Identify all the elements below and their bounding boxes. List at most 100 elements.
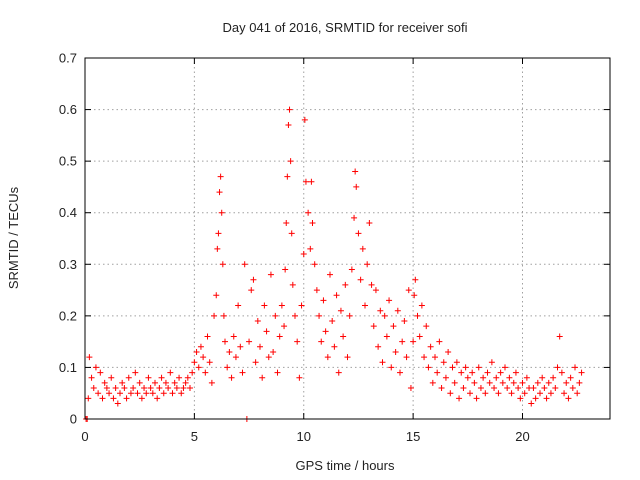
data-point (407, 385, 414, 392)
data-point (216, 189, 223, 196)
data-point (473, 395, 480, 402)
data-point (333, 292, 340, 299)
data-point (217, 173, 224, 180)
y-axis-label: SRMTID / TECUs (6, 186, 21, 289)
data-point (357, 276, 364, 283)
data-point (362, 302, 368, 309)
data-point (285, 122, 292, 129)
data-point (436, 338, 443, 345)
data-point (429, 379, 436, 386)
data-point (344, 354, 351, 361)
data-point (316, 312, 323, 319)
data-point (451, 379, 458, 386)
data-point (239, 369, 246, 376)
data-point (261, 302, 268, 309)
data-point (532, 395, 539, 402)
data-point (342, 281, 349, 288)
data-point (187, 385, 193, 392)
data-point (110, 395, 117, 402)
data-point (222, 338, 228, 345)
data-point (114, 400, 121, 407)
data-point (401, 318, 408, 325)
data-point (412, 276, 419, 283)
data-point (272, 312, 279, 319)
data-point (134, 390, 141, 397)
data-point (403, 354, 410, 361)
data-point (469, 369, 476, 376)
data-point (399, 338, 406, 345)
data-point (298, 302, 305, 309)
data-point (381, 312, 388, 319)
data-point (545, 379, 552, 386)
data-point (368, 281, 375, 288)
data-point (353, 183, 360, 190)
data-point (348, 266, 355, 273)
data-point (442, 374, 449, 381)
data-point (447, 390, 454, 397)
data-point (497, 369, 504, 376)
data-point (208, 379, 215, 386)
data-point (241, 261, 248, 268)
data-point (519, 379, 526, 386)
data-point (284, 173, 291, 180)
data-point (270, 348, 277, 355)
data-point (108, 374, 115, 381)
ticks-layer: 0 0.1 0.2 0.3 0.4 0.5 0.6 0.7 0 5 10 15 20 (59, 51, 610, 444)
data-point (281, 323, 288, 330)
data-point (397, 369, 403, 376)
data-point (574, 390, 581, 397)
data-point (534, 379, 541, 386)
data-point (302, 178, 309, 185)
data-point (462, 364, 469, 371)
data-point (202, 369, 209, 376)
y-tick-label: 0.7 (59, 51, 77, 66)
data-point (576, 379, 583, 386)
data-point (226, 348, 233, 355)
data-point (154, 395, 161, 402)
data-point (438, 385, 445, 392)
data-point (278, 302, 285, 309)
data-point (200, 354, 207, 361)
data-point (147, 385, 154, 392)
data-point (464, 374, 471, 381)
data-point (259, 374, 266, 381)
data-point (95, 390, 102, 397)
data-point (152, 379, 158, 386)
data-point (230, 333, 237, 340)
data-point (184, 374, 191, 381)
data-point (375, 343, 382, 350)
data-point (372, 287, 379, 294)
data-point (143, 390, 150, 397)
data-point (250, 276, 257, 283)
data-point (276, 333, 283, 340)
data-point (523, 374, 530, 381)
data-point (232, 354, 239, 361)
data-point (287, 158, 294, 165)
data-point (289, 281, 296, 288)
data-point (156, 385, 163, 392)
data-point (471, 379, 478, 386)
data-point (432, 354, 438, 361)
data-point (379, 359, 386, 366)
data-point (171, 379, 178, 386)
data-point (263, 328, 270, 335)
data-point (318, 338, 325, 345)
data-point (324, 354, 331, 361)
data-point (176, 374, 183, 381)
x-tick-label: 5 (191, 429, 198, 444)
data-point (554, 364, 561, 371)
y-tick-label: 0.1 (59, 360, 77, 375)
data-point (456, 395, 463, 402)
data-point (331, 343, 338, 350)
data-point (405, 287, 412, 294)
data-point (510, 379, 517, 386)
data-point (307, 245, 314, 252)
data-point (383, 333, 390, 340)
data-point (180, 385, 187, 392)
data-point (254, 318, 261, 325)
data-point (167, 369, 174, 376)
data-point (539, 374, 546, 381)
data-point (364, 261, 371, 268)
